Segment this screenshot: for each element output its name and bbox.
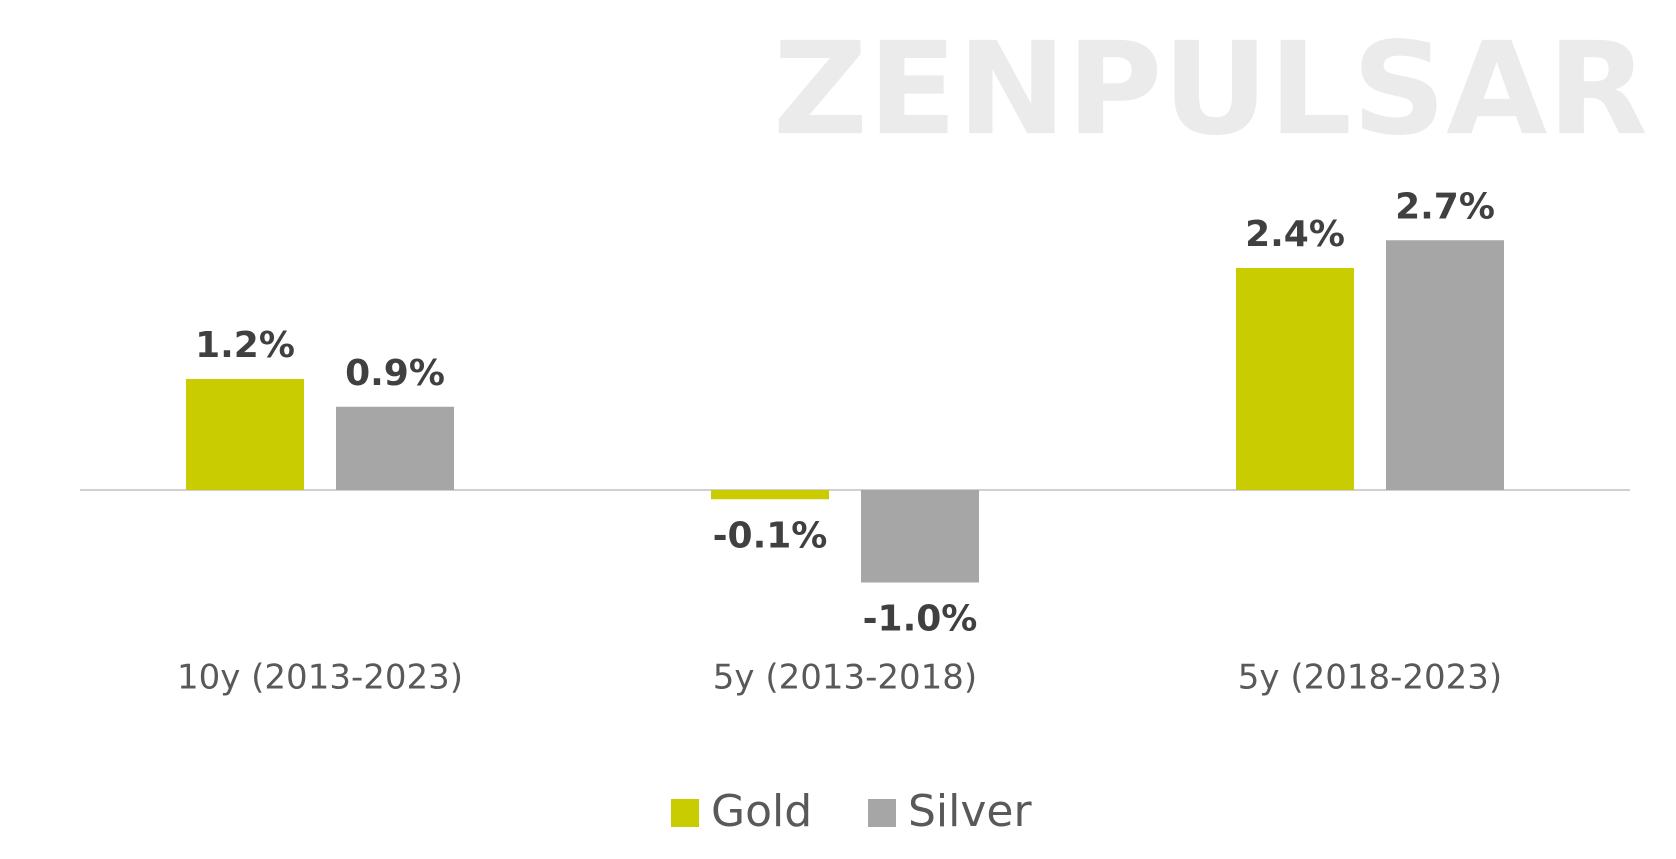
legend-label: Silver xyxy=(908,786,1032,837)
x-tick-label: 5y (2018-2023) xyxy=(1238,658,1502,698)
x-tick-label: 10y (2013-2023) xyxy=(177,658,463,698)
x-tick-label: 5y (2013-2018) xyxy=(713,658,977,698)
watermark: ZENPULSAR xyxy=(773,15,1648,164)
legend-label: Gold xyxy=(711,786,812,837)
bar xyxy=(861,490,979,583)
bar xyxy=(336,406,454,490)
data-label: 2.7% xyxy=(1395,186,1495,227)
bar xyxy=(1236,268,1354,490)
data-label: 0.9% xyxy=(345,353,445,394)
data-label: 2.4% xyxy=(1245,214,1345,255)
bar xyxy=(1386,240,1504,490)
data-label: -0.1% xyxy=(713,515,828,556)
legend-swatch xyxy=(868,799,896,827)
bar xyxy=(186,379,304,490)
legend-swatch xyxy=(671,799,699,827)
bar xyxy=(711,490,829,500)
data-label: 1.2% xyxy=(195,325,295,366)
data-label: -1.0% xyxy=(863,599,978,640)
